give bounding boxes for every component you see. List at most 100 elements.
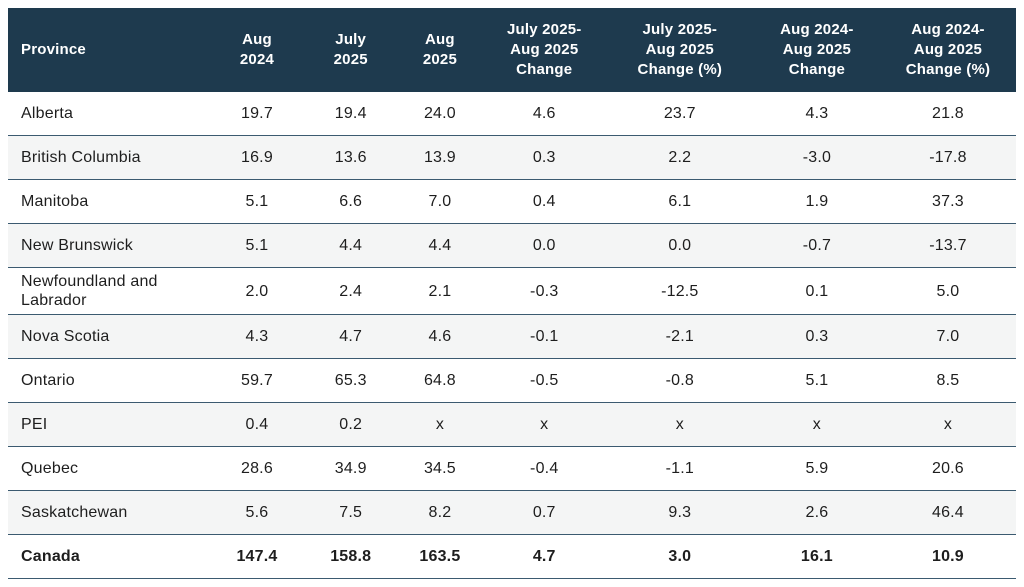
value-cell: 0.3 [805,328,829,346]
value-cell: 0.7 [532,504,556,522]
value-cell: 6.1 [668,192,692,210]
table-header-row: Province Aug 2024 July 2025 Aug 2025 July 20… [8,8,1016,92]
value-cell: 34.9 [334,460,367,478]
value-cell: 158.8 [330,548,372,566]
province-name: New Brunswick [21,236,133,254]
column-header-label: July 2025-Aug 2025 Change [506,20,582,79]
value-cell: 16.1 [800,548,833,566]
value-cell: 8.2 [428,504,452,522]
column-header-label: July 2025-Aug 2025 Change (%) [637,20,723,79]
value-cell: 8.5 [936,372,960,390]
value-cell: -2.1 [665,328,694,346]
column-header-label: Aug 2024 [239,30,275,68]
province-name: Nova Scotia [21,328,110,346]
province-name: Quebec [21,460,79,478]
value-cell: 64.8 [423,372,456,390]
value-cell: 65.3 [334,372,367,390]
value-cell: 2.1 [428,282,452,300]
table-row-newfoundland-and-labrador: Newfoundland and Labrador 2.0 2.4 2.1 -0.3 -1… [8,268,1016,315]
table-row-pei: PEI 0.4 0.2 x x x x x [8,402,1016,447]
province-name: Manitoba [21,192,89,210]
value-cell: 5.0 [936,282,960,300]
value-cell: -0.7 [802,236,832,254]
column-header-label: July 2025 [333,30,368,68]
value-cell: 4.7 [532,548,556,566]
value-cell: x [943,416,953,434]
value-cell: 19.7 [240,104,273,122]
value-cell: 24.0 [423,104,456,122]
value-cell: 0.3 [532,148,556,166]
province-name: Canada [21,548,80,566]
value-cell: 4.4 [339,236,363,254]
value-cell: 13.6 [334,148,367,166]
value-cell: 0.4 [245,416,269,434]
column-header-province: Province [8,8,210,92]
value-cell: 16.9 [240,148,273,166]
value-cell: 4.7 [339,328,363,346]
value-cell: 2.0 [245,282,269,300]
value-cell: 5.9 [805,460,829,478]
province-name: Newfoundland and Labrador [21,273,158,310]
value-cell: x [540,416,549,434]
province-name: Alberta [21,104,74,122]
province-name: British Columbia [21,148,141,166]
value-cell: 0.0 [668,236,692,254]
table-row-nova-scotia: Nova Scotia 4.3 4.7 4.6 -0.1 -2.1 0.3 7.0 [8,314,1016,359]
value-cell: 4.3 [805,104,829,122]
value-cell: 19.4 [334,104,367,122]
value-cell: 28.6 [240,460,273,478]
value-cell: -0.3 [530,282,559,300]
column-header-july-2025-aug-2025-change: July 2025-Aug 2025 Change (%) [605,8,754,92]
value-cell: 0.1 [805,282,829,300]
value-cell: 7.5 [339,504,363,522]
column-header-aug-2024: Aug 2024 [209,8,305,92]
province-statistics-table: Province Aug 2024 July 2025 Aug 2025 July 20… [8,8,1016,579]
value-cell: 21.8 [931,104,964,122]
value-cell: 9.3 [668,504,692,522]
value-cell: 5.1 [805,372,829,390]
table-row-ontario: Ontario 59.7 65.3 64.8 -0.5 -0.8 5.1 8.5 [8,359,1016,403]
value-cell: 59.7 [240,372,273,390]
column-header-july-2025-aug-2025-change: July 2025-Aug 2025 Change [482,8,606,92]
value-cell: 2.2 [668,148,692,166]
column-header-label: Province [21,40,86,58]
value-cell: 6.6 [339,192,363,210]
value-cell: -0.5 [530,372,559,390]
table-row-alberta: Alberta 19.7 19.4 24.0 4.6 23.7 4.3 21.8 [8,92,1016,136]
value-cell: 4.6 [532,104,556,122]
value-cell: x [435,416,445,434]
column-header-aug-2024-aug-2025-change: Aug 2024-Aug 2025 Change [753,8,880,92]
value-cell: -12.5 [661,282,699,300]
column-header-july-2025: July 2025 [304,8,398,92]
column-header-aug-2025: Aug 2025 [397,8,483,92]
value-cell: 4.4 [428,236,452,254]
value-cell: -17.8 [929,148,967,166]
column-header-label: Aug 2025 [422,30,457,68]
value-cell: x [812,416,821,434]
table-row-quebec: Quebec 28.6 34.9 34.5 -0.4 -1.1 5.9 20.6 [8,447,1016,491]
value-cell: 163.5 [419,548,461,566]
table-row-manitoba: Manitoba 5.1 6.6 7.0 0.4 6.1 1.9 37.3 [8,180,1016,224]
table-body: Alberta 19.7 19.4 24.0 4.6 23.7 4.3 21.8 British… [8,92,1016,579]
province-name: Saskatchewan [21,504,128,522]
value-cell: 5.1 [245,236,269,254]
value-cell: 23.7 [663,104,696,122]
value-cell: 2.4 [339,282,363,300]
table-row-british-columbia: British Columbia 16.9 13.6 13.9 0.3 2.2 -3.0 -1… [8,135,1016,180]
value-cell: -0.8 [665,372,694,390]
column-header-label: Aug 2024-Aug 2025 Change [780,20,854,79]
value-cell: 7.0 [936,328,960,346]
value-cell: 10.9 [931,548,964,566]
value-cell: 4.6 [428,328,452,346]
table-row-saskatchewan: Saskatchewan 5.6 7.5 8.2 0.7 9.3 2.6 46.4 [8,490,1016,535]
value-cell: 2.6 [805,504,829,522]
value-cell: 1.9 [805,192,829,210]
value-cell: 4.3 [245,328,269,346]
province-name: PEI [21,416,48,434]
value-cell: 46.4 [931,504,964,522]
value-cell: 5.6 [245,504,269,522]
column-header-label: Aug 2024-Aug 2025 Change (%) [905,20,991,79]
value-cell: -3.0 [802,148,832,166]
value-cell: 5.1 [245,192,269,210]
